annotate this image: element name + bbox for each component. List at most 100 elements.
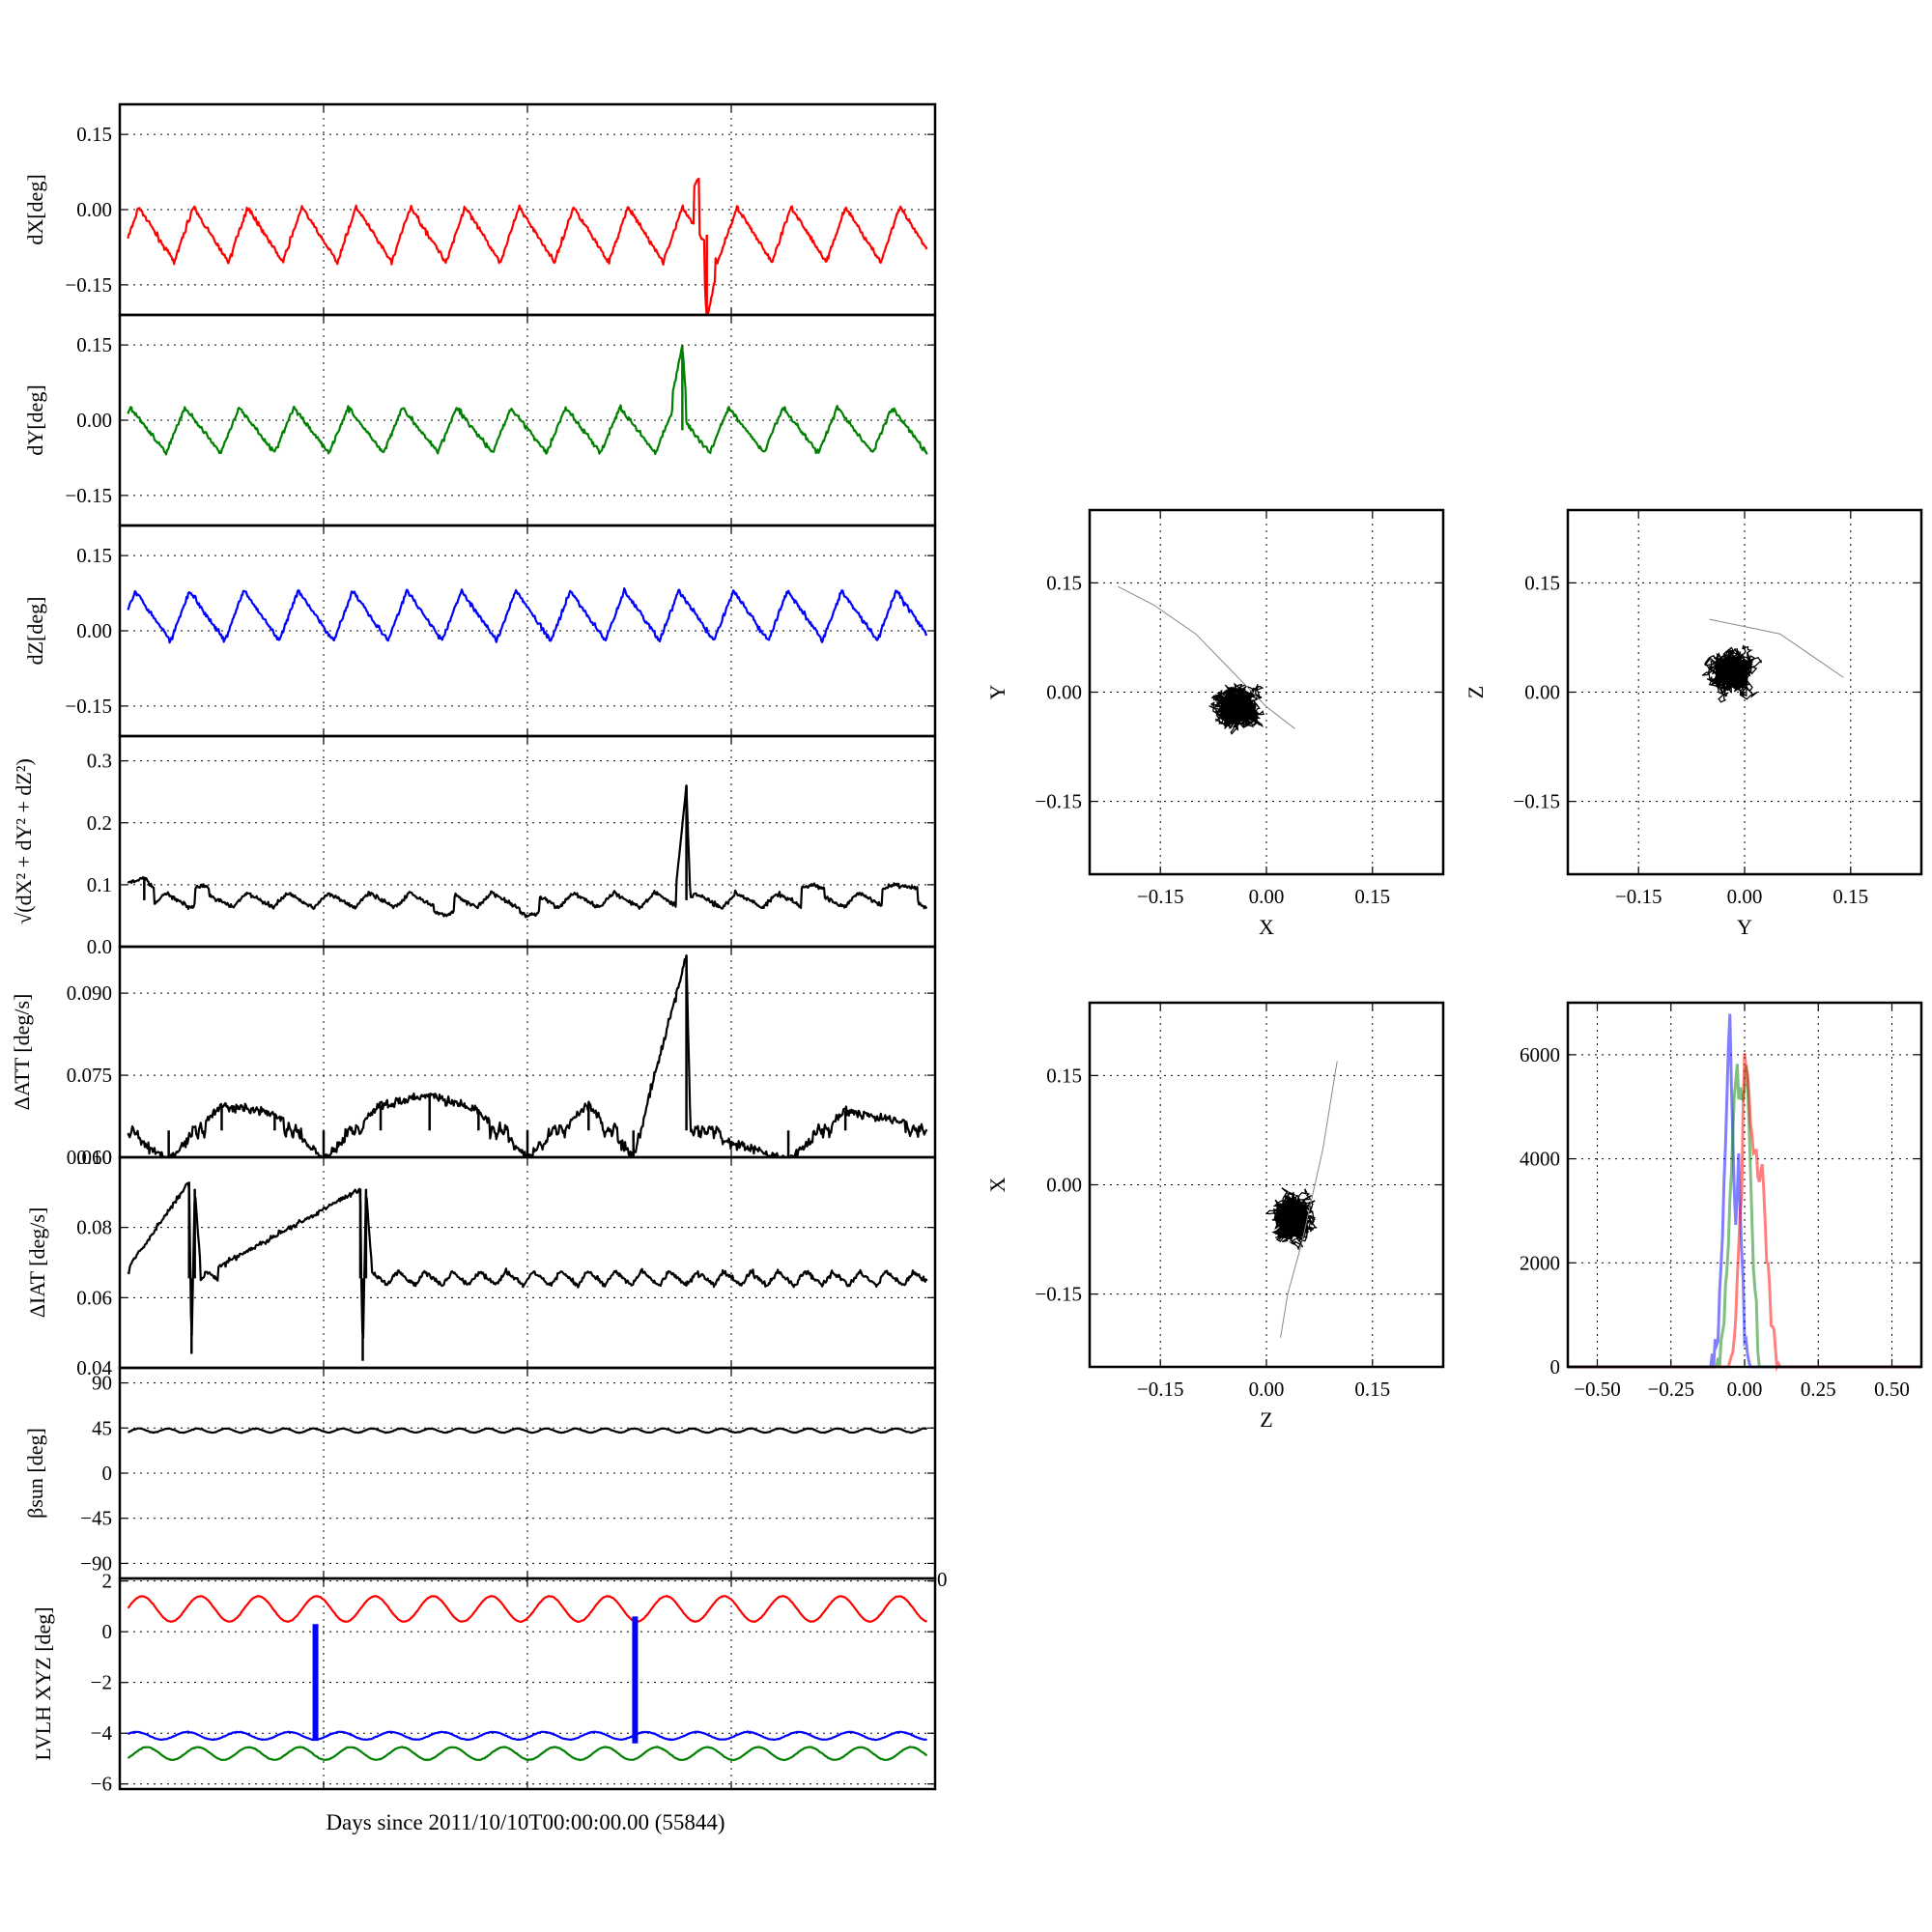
hist-ytick-label-3: 6000 bbox=[1520, 1043, 1560, 1066]
lvlh-ytick-label-2: −2 bbox=[91, 1671, 112, 1694]
dy-series-line bbox=[127, 346, 928, 456]
zx-xlabel: Z bbox=[1260, 1407, 1272, 1432]
lvlh-ytick-label-4: 2 bbox=[102, 1570, 113, 1593]
hist-xtick-label-1: −0.25 bbox=[1647, 1378, 1694, 1401]
zx-xtick-label-0: −0.15 bbox=[1137, 1378, 1184, 1401]
diat-axes: 0.04 0.06 0.08 0.10 bbox=[76, 1146, 935, 1379]
beta-ytick-label-0: −90 bbox=[80, 1551, 112, 1575]
yz-ytick-label-2: 0.15 bbox=[1524, 571, 1560, 594]
xy-border bbox=[1088, 508, 1445, 876]
xy-xtick-label-1: 0.00 bbox=[1249, 885, 1285, 908]
diat-ytick-label-1: 0.06 bbox=[76, 1286, 112, 1309]
datt-axes: 0.060 0.075 0.090 bbox=[67, 947, 935, 1169]
lvlh-right-corner-label: 0 bbox=[937, 1568, 948, 1591]
mag-ytick-label-0: 0.0 bbox=[87, 935, 112, 958]
hist-xtick-label-0: −0.50 bbox=[1574, 1378, 1621, 1401]
dz-ytick-label-0: −0.15 bbox=[65, 695, 112, 718]
lvlh-ytick-label-3: 0 bbox=[102, 1620, 113, 1643]
hist-ytick-label-2: 4000 bbox=[1520, 1148, 1560, 1171]
shared-x-axis-label: Days since 2011/10/10T00:00:00.00 (55844… bbox=[326, 1810, 724, 1834]
beta-ytick-label-4: 90 bbox=[92, 1372, 112, 1395]
zx-scatter-cloud bbox=[1264, 1187, 1318, 1251]
datt-border bbox=[118, 945, 937, 1159]
dx-ylabel: dX[deg] bbox=[23, 174, 47, 244]
beta-axes: −90 −45 0 45 90 bbox=[80, 1368, 935, 1578]
zx-border bbox=[1088, 1001, 1445, 1369]
diat-ylabel: ΔIAT [deg/s] bbox=[25, 1208, 49, 1319]
yz-axes: −0.15 0.00 0.15 −0.15 0.00 0.15 bbox=[1513, 510, 1921, 908]
hist-xtick-label-4: 0.50 bbox=[1874, 1378, 1910, 1401]
dy-ytick-label-0: −0.15 bbox=[65, 484, 112, 507]
dy-ytick-label-1: 0.00 bbox=[76, 409, 112, 432]
zx-axes: −0.15 0.00 0.15 −0.15 0.00 0.15 bbox=[1035, 1003, 1443, 1401]
diat-border bbox=[118, 1155, 937, 1370]
datt-ytick-label-2: 0.090 bbox=[67, 981, 112, 1005]
diat-ytick-label-0: 0.04 bbox=[76, 1356, 112, 1379]
dz-ytick-label-1: 0.00 bbox=[76, 619, 112, 642]
zx-xtick-label-1: 0.00 bbox=[1249, 1378, 1285, 1401]
mag-series-line bbox=[127, 784, 928, 919]
beta-series-line bbox=[128, 1427, 927, 1435]
yz-ylabel: Z bbox=[1463, 686, 1488, 698]
yz-ytick-label-1: 0.00 bbox=[1524, 681, 1560, 704]
yz-border bbox=[1566, 508, 1923, 876]
dy-ylabel: dY[deg] bbox=[23, 384, 47, 455]
lvlh-series-0 bbox=[127, 1594, 927, 1624]
lvlh-ytick-label-0: −6 bbox=[91, 1773, 112, 1796]
dy-ytick-label-2: 0.15 bbox=[76, 333, 112, 356]
beta-ytick-label-1: −45 bbox=[80, 1507, 112, 1530]
diat-ytick-label-2: 0.08 bbox=[76, 1216, 112, 1239]
beta-ylabel: βsun [deg] bbox=[23, 1428, 47, 1519]
hist-border bbox=[1566, 1001, 1923, 1369]
xy-ylabel: Y bbox=[985, 684, 1009, 699]
xy-scatter-cloud bbox=[1208, 682, 1264, 735]
datt-ytick-label-0: 0.060 bbox=[67, 1146, 112, 1169]
lvlh-ytick-label-1: −4 bbox=[91, 1721, 113, 1745]
hist-ytick-label-0: 0 bbox=[1550, 1355, 1561, 1378]
lvlh-axes: −6 −4 −2 0 2 bbox=[91, 1570, 935, 1796]
xy-ytick-label-0: −0.15 bbox=[1035, 790, 1082, 813]
dz-series-line bbox=[127, 587, 928, 644]
dz-axes: −0.15 0.00 0.15 bbox=[65, 526, 935, 736]
dz-ytick-label-2: 0.15 bbox=[76, 544, 112, 567]
lvlh-series-1 bbox=[128, 1730, 927, 1742]
yz-scatter-trail bbox=[1709, 618, 1844, 678]
xy-xtick-label-2: 0.15 bbox=[1354, 885, 1390, 908]
diat-ytick-label-3: 0.10 bbox=[76, 1146, 112, 1169]
datt-ylabel: ΔATT [deg/s] bbox=[10, 994, 34, 1111]
xy-xtick-label-0: −0.15 bbox=[1137, 885, 1184, 908]
dy-axes: −0.15 0.00 0.15 bbox=[65, 315, 935, 526]
mag-ylabel: √(dX² + dY² + dZ²) bbox=[12, 758, 36, 924]
xy-ytick-label-2: 0.15 bbox=[1046, 571, 1082, 594]
hist-xtick-label-3: 0.25 bbox=[1801, 1378, 1836, 1401]
beta-ytick-label-2: 0 bbox=[102, 1462, 113, 1485]
lvlh-border bbox=[118, 1577, 937, 1791]
zx-scatter-trail bbox=[1280, 1061, 1338, 1338]
zx-xtick-label-2: 0.15 bbox=[1354, 1378, 1390, 1401]
dx-ytick-label-1: 0.00 bbox=[76, 198, 112, 221]
diat-series-line bbox=[127, 1181, 928, 1339]
mag-ytick-label-3: 0.3 bbox=[87, 750, 112, 773]
yz-ytick-label-0: −0.15 bbox=[1513, 790, 1560, 813]
dz-ylabel: dZ[deg] bbox=[23, 597, 47, 666]
dx-ytick-label-2: 0.15 bbox=[76, 123, 112, 146]
yz-scatter-cloud bbox=[1701, 644, 1762, 703]
zx-ytick-label-1: 0.00 bbox=[1046, 1174, 1082, 1197]
xy-scatter-trail bbox=[1118, 585, 1295, 729]
yz-xtick-label-1: 0.00 bbox=[1727, 885, 1763, 908]
hist-ytick-label-1: 2000 bbox=[1520, 1251, 1560, 1274]
lvlh-ylabel: LVLH XYZ [deg] bbox=[31, 1606, 55, 1760]
zx-ytick-label-0: −0.15 bbox=[1035, 1283, 1082, 1306]
yz-xtick-label-2: 0.15 bbox=[1833, 885, 1868, 908]
hist-xtick-label-2: 0.00 bbox=[1727, 1378, 1763, 1401]
zx-ylabel: X bbox=[985, 1177, 1009, 1192]
dx-axes: −0.15 0.00 0.15 bbox=[65, 104, 935, 315]
xy-axes: −0.15 0.00 0.15 −0.15 0.00 0.15 bbox=[1035, 510, 1443, 908]
mag-ytick-label-1: 0.1 bbox=[87, 873, 112, 896]
lvlh-series-2 bbox=[127, 1745, 928, 1762]
dx-series-line bbox=[127, 177, 928, 317]
beta-ytick-label-3: 45 bbox=[92, 1416, 112, 1439]
xy-ytick-label-1: 0.00 bbox=[1046, 681, 1082, 704]
zx-ytick-label-2: 0.15 bbox=[1046, 1064, 1082, 1087]
